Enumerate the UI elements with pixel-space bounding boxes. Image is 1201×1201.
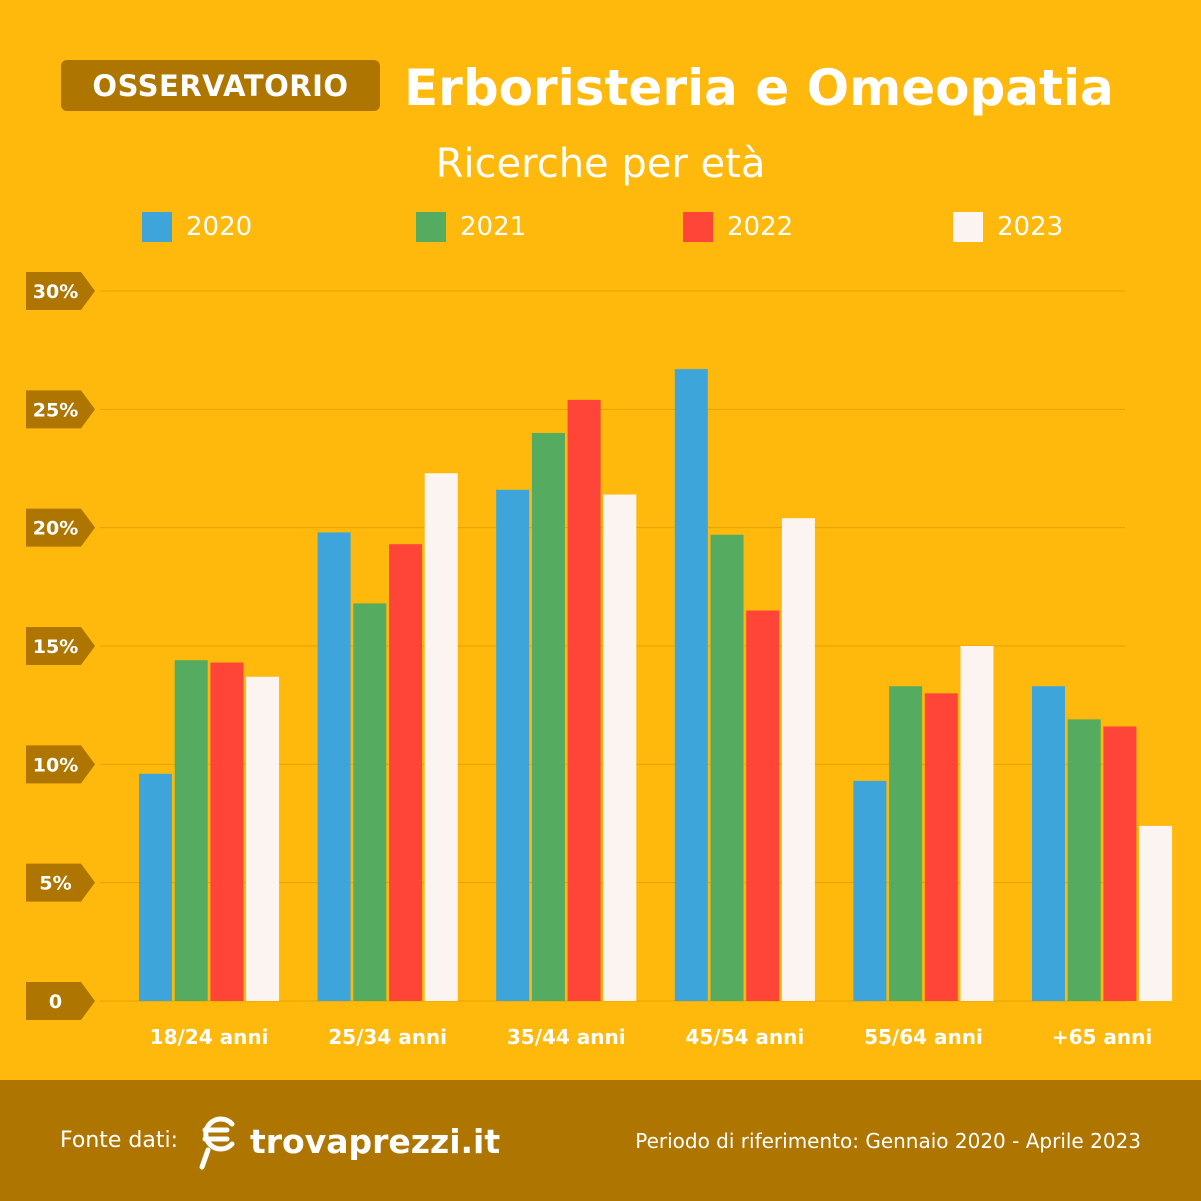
bar-2022-2: [567, 399, 601, 1001]
y-tick-tag: [26, 627, 95, 665]
bar-2021-0: [174, 660, 208, 1001]
legend-swatch-2021: [416, 212, 446, 242]
bar-2020-5: [1032, 686, 1065, 1001]
observatory-badge: OSSERVATORIO: [61, 60, 380, 111]
bar-2022-1: [389, 544, 422, 1001]
bar-2020-4: [853, 780, 887, 1001]
legend-item-2020: 2020: [142, 210, 252, 244]
bar-2023-4: [960, 646, 994, 1001]
y-tick-label: 20%: [33, 518, 78, 540]
bar-2020-3: [674, 369, 708, 1002]
x-tick-label: 55/64 anni: [864, 1025, 983, 1049]
bar-2022-3: [746, 610, 780, 1001]
bar-2021-1: [353, 603, 387, 1001]
x-tick-label: 45/54 anni: [685, 1025, 804, 1049]
brand-name: trovaprezzi.it: [250, 1122, 501, 1161]
bar-chart: 0 5% 10% 15% 20% 25% 30% 18/24 anni 25/34 anni 35…: [26, 272, 1173, 1049]
bar-2022-4: [924, 693, 958, 1001]
y-tick-label: 25%: [33, 399, 78, 421]
legend-label-2022: 2022: [727, 212, 794, 242]
y-tick-tag: [26, 390, 95, 429]
y-tick-tag: [26, 272, 95, 310]
y-tick-label: 15%: [33, 636, 78, 658]
y-tick-tag: [26, 982, 95, 1020]
bar-2023-2: [603, 494, 637, 1001]
y-tick-label: 0: [49, 991, 62, 1013]
y-tick-label: 30%: [33, 281, 78, 303]
legend-item-2022: 2022: [683, 210, 793, 244]
bar-2020-2: [496, 489, 530, 1001]
legend-item-2021: 2021: [416, 210, 526, 244]
legend-label-2020: 2020: [186, 212, 253, 242]
bar-2020-0: [139, 773, 172, 1001]
y-tick-tag: [26, 863, 95, 902]
legend-swatch-2022: [683, 212, 713, 242]
x-tick-label: 18/24 anni: [150, 1025, 269, 1049]
x-tick-label: +65 anni: [1052, 1025, 1152, 1049]
brand[interactable]: trovaprezzi.it: [196, 1112, 500, 1172]
y-tick-label: 5%: [39, 873, 71, 895]
reference-period: Periodo di riferimento: Gennaio 2020 - A…: [635, 1129, 1141, 1153]
bar-2021-3: [710, 534, 744, 1001]
legend-swatch-2020: [142, 212, 172, 242]
bar-2022-5: [1103, 726, 1137, 1001]
bar-2023-1: [424, 473, 458, 1001]
legend-label-2023: 2023: [997, 212, 1064, 242]
y-tick-label: 10%: [33, 754, 78, 776]
bar-2021-2: [531, 433, 565, 1001]
footer-bar: [0, 1080, 1201, 1201]
page-title: Erboristeria e Omeopatia: [404, 59, 1114, 117]
bar-2023-5: [1139, 825, 1173, 1001]
bar-2020-1: [317, 532, 351, 1001]
trovaprezzi-logo-icon: [199, 1116, 235, 1170]
x-tick-label: 25/34 anni: [328, 1025, 447, 1049]
bar-2023-3: [781, 518, 815, 1001]
chart-subtitle: Ricerche per età: [435, 141, 766, 187]
bar-2021-5: [1067, 719, 1101, 1001]
x-tick-label: 35/44 anni: [507, 1025, 626, 1049]
bar-2021-4: [889, 686, 923, 1001]
y-tick-tag: [26, 508, 95, 547]
bar-2022-0: [210, 662, 244, 1001]
bar-2023-0: [246, 676, 280, 1001]
legend-label-2021: 2021: [460, 212, 527, 242]
source-label: Fonte dati:: [60, 1128, 179, 1153]
y-tick-tag: [26, 745, 95, 784]
legend-swatch-2023: [953, 212, 983, 242]
legend-item-2023: 2023: [953, 210, 1063, 244]
